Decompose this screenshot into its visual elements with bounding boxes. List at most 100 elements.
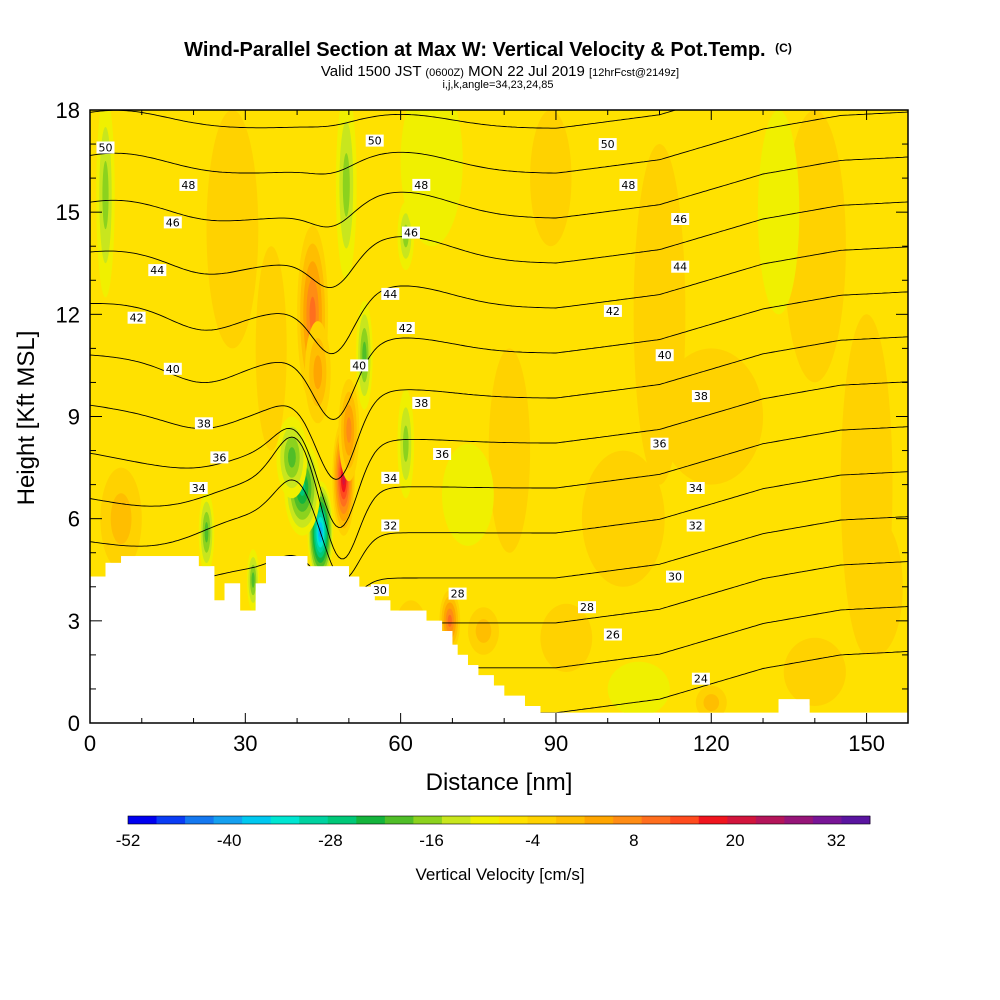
colorbar-swatch	[841, 816, 871, 824]
w-cell	[695, 685, 727, 713]
colorbar-tick-label: 8	[629, 831, 638, 850]
theta-contour	[90, 291, 908, 420]
y-tick-label: 9	[68, 405, 80, 430]
contour-label: 28	[578, 601, 596, 614]
contour-label-bg	[619, 178, 638, 191]
contour-label: 28	[448, 587, 467, 601]
contour-label-bg	[598, 138, 617, 151]
colorbar-swatch	[812, 816, 842, 824]
w-cell	[851, 518, 903, 655]
w-cell-level	[607, 661, 670, 713]
contour-label-bg	[671, 213, 690, 225]
w-cell-level	[102, 161, 109, 230]
w-cell	[757, 110, 800, 315]
contour-label: 34	[189, 482, 208, 495]
contour-label-bg	[163, 362, 182, 375]
colorbar-tick-label: -52	[116, 831, 141, 850]
y-tick-label: 6	[68, 507, 80, 532]
x-tick-label: 0	[84, 731, 96, 756]
chart-subtitle: Valid 1500 JST (0600Z) MON 22 Jul 2019 […	[321, 63, 679, 80]
subtitle-zulu: (0600Z)	[425, 67, 464, 79]
y-tick-label: 0	[68, 711, 80, 736]
contour-label-bg	[148, 264, 167, 277]
contour-label-bg	[686, 519, 705, 532]
colorbar-swatch	[784, 816, 814, 824]
vertical-velocity-field	[90, 110, 908, 713]
contour-label-text: 36	[653, 438, 667, 451]
contour-label-bg	[412, 178, 431, 191]
contour-label-bg	[350, 359, 369, 372]
colorbar-tick-label: -4	[525, 831, 540, 850]
theta-contour	[90, 111, 908, 175]
colorbar: -52 -40 -28 -16 -4 8 20 32	[116, 815, 871, 850]
contour-label-text: 44	[150, 264, 164, 277]
w-cell-level	[540, 603, 593, 673]
colorbar-swatch	[156, 816, 186, 824]
contour-label: 38	[691, 390, 710, 403]
w-cell-level	[110, 493, 132, 545]
contour-label-text: 50	[368, 135, 382, 148]
contour-label-text: 42	[399, 322, 413, 335]
contour-label-bg	[402, 226, 420, 239]
w-cell-level	[255, 246, 287, 451]
x-tick-label: 150	[848, 731, 885, 756]
w-cell	[530, 110, 572, 247]
colorbar-swatch	[613, 816, 643, 824]
contour-label-bg	[686, 482, 705, 494]
contour-label: 50	[598, 138, 617, 151]
colorbar-swatch	[527, 816, 557, 824]
y-tick-label: 3	[68, 609, 80, 634]
contour-label-bg	[163, 216, 182, 229]
contour-label: 32	[381, 519, 400, 533]
colorbar-swatch	[327, 816, 357, 824]
contour-label: 44	[381, 287, 400, 301]
w-cell-level	[488, 348, 531, 553]
contour-label: 48	[412, 178, 431, 192]
w-cell-level	[403, 425, 409, 462]
w-cell	[659, 348, 764, 485]
x-tick-label: 120	[693, 731, 730, 756]
colorbar-swatch	[413, 816, 443, 824]
w-cell	[397, 389, 415, 499]
w-cell	[206, 110, 259, 349]
colorbar-swatch	[584, 816, 614, 824]
contour-label-text: 34	[383, 472, 397, 485]
subtitle-forecast: [12hrFcst@2149z]	[589, 67, 679, 79]
w-cell-level	[313, 355, 323, 390]
colorbar-swatch	[499, 816, 528, 824]
contour-label: 46	[671, 213, 690, 226]
colorbar-label: Vertical Velocity [cm/s]	[415, 865, 584, 884]
w-cell	[276, 416, 308, 499]
w-cell	[488, 348, 531, 553]
w-cell-level	[288, 447, 296, 468]
colorbar-swatch	[185, 816, 215, 824]
contour-labels: 50 50 50 48 48 48 46 46 46 44 44 44 42 42 42 40 40 40 38 38…	[96, 134, 710, 686]
colorbar-swatch	[727, 816, 757, 824]
colorbar-tick-label: 20	[726, 831, 745, 850]
contour-label-text: 40	[352, 359, 366, 372]
contour-label-text: 28	[580, 601, 594, 614]
contour-label-text: 26	[606, 629, 620, 642]
w-cell	[304, 321, 331, 424]
contour-label-bg	[691, 672, 710, 685]
x-axis: 0 30 60 90 120 150	[84, 110, 885, 756]
contour-label-text: 32	[383, 520, 397, 533]
contour-label-bg	[666, 570, 684, 583]
colorbar-swatch	[213, 816, 243, 824]
contour-label-bg	[210, 451, 229, 464]
w-cell	[442, 443, 494, 546]
colorbar-swatch	[556, 816, 586, 824]
w-cell	[400, 110, 463, 247]
contour-label: 46	[163, 216, 182, 229]
contour-label-bg	[127, 311, 146, 324]
theta-contour	[90, 336, 908, 480]
contour-label: 48	[179, 178, 198, 192]
contour-label-text: 28	[451, 588, 465, 601]
colorbar-swatch	[356, 816, 386, 824]
theta-contour	[90, 516, 908, 602]
x-tick-label: 30	[233, 731, 257, 756]
contour-label-bg	[412, 396, 431, 409]
contour-label-text: 48	[621, 179, 635, 192]
contour-label-text: 34	[192, 482, 206, 495]
